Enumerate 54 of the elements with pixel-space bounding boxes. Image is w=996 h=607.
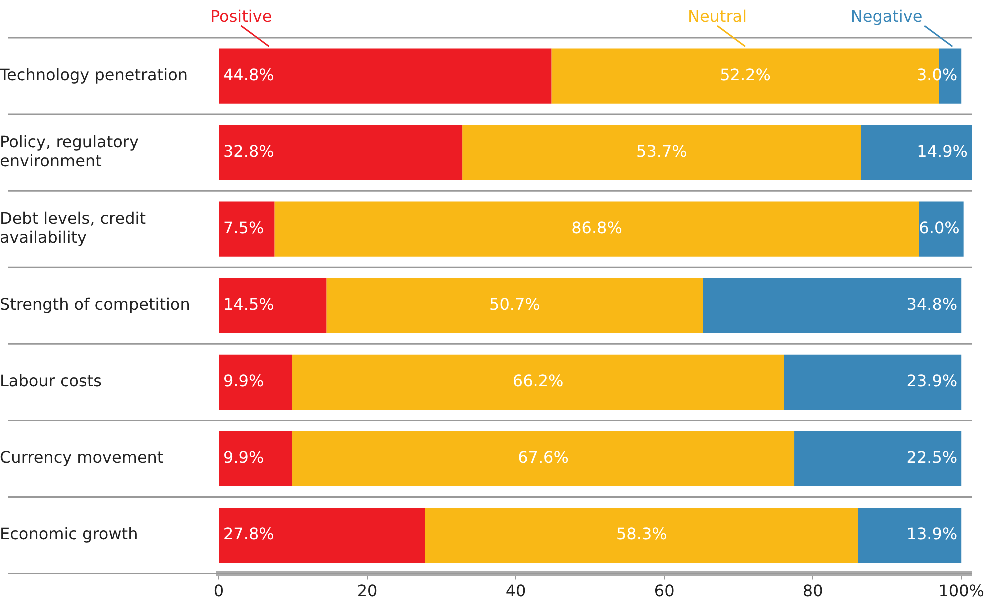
data-label: 67.6%: [518, 448, 569, 468]
x-tick-label: 100%: [938, 582, 984, 601]
data-label: 44.8%: [224, 65, 274, 84]
bar: [220, 508, 426, 564]
series-label: Negative: [850, 7, 923, 26]
data-label: 32.8%: [224, 142, 274, 161]
bar: [220, 354, 293, 410]
data-label: 50.7%: [490, 295, 540, 314]
y-tick-label: Strength of competition: [0, 295, 190, 314]
x-tick-label: 20: [357, 582, 378, 601]
x-tick-label: 80: [802, 582, 824, 601]
bar: [858, 508, 962, 564]
bar: [919, 202, 964, 257]
data-label: 27.8%: [224, 524, 274, 544]
y-tick-label: Labour costs: [0, 372, 102, 391]
bar: [861, 125, 972, 180]
bar: [326, 278, 704, 334]
data-label: 23.9%: [906, 372, 958, 391]
data-label: 9.9%: [224, 448, 264, 468]
bar: [220, 202, 275, 257]
data-label: 53.7%: [636, 142, 688, 161]
x-tick-label: 60: [654, 582, 675, 601]
bar: [703, 278, 962, 334]
y-tick-label: Technology penetration: [0, 65, 188, 84]
bar: [292, 431, 795, 487]
data-label: 58.3%: [616, 524, 668, 544]
series-label: Neutral: [688, 7, 748, 26]
data-label: 14.9%: [917, 142, 968, 161]
data-label: 14.5%: [224, 295, 274, 314]
data-label: 9.9%: [224, 372, 264, 391]
x-tick-label: 40: [506, 582, 526, 601]
series-label: Positive: [210, 7, 272, 26]
bar: [292, 354, 784, 410]
x-tick-label: 0: [214, 582, 224, 601]
y-tick-label: Debt levels, credit availability: [0, 208, 146, 248]
data-label: 34.8%: [906, 295, 958, 314]
data-label: 6.0%: [919, 218, 960, 238]
bar: [220, 431, 293, 487]
bar: [220, 125, 463, 180]
data-label: 52.2%: [720, 65, 771, 84]
bar: [784, 354, 962, 410]
bar: [425, 508, 858, 564]
bar: [274, 202, 920, 257]
data-label: 66.2%: [512, 372, 564, 391]
data-label: 7.5%: [224, 218, 264, 238]
bar: [462, 125, 862, 180]
data-label: 22.5%: [906, 448, 958, 468]
bar: [794, 431, 962, 487]
y-tick-label: Economic growth: [0, 524, 138, 544]
y-tick-label: Currency movement: [0, 448, 164, 468]
data-label: 13.9%: [906, 524, 958, 544]
data-label: 86.8%: [572, 218, 622, 238]
bar: [220, 278, 327, 334]
y-tick-label: Policy, regulatory environment: [0, 132, 139, 171]
